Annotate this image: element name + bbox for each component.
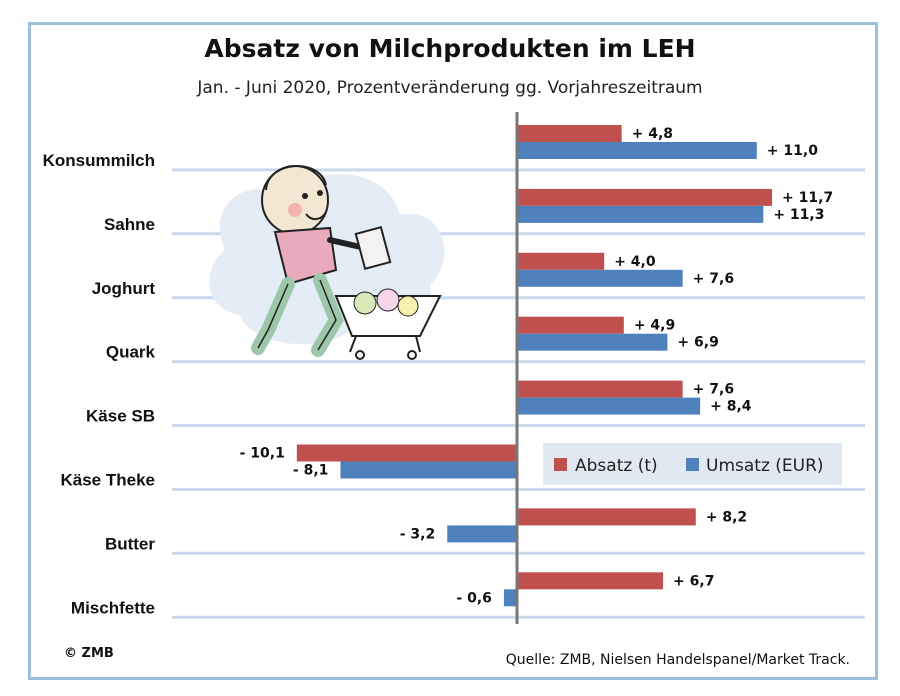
- category-label: Konsummilch: [43, 151, 155, 170]
- bar-umsatz: [503, 589, 517, 607]
- bar-absatz: [517, 508, 696, 526]
- data-label: + 11,3: [773, 207, 824, 223]
- bar-umsatz: [447, 525, 517, 543]
- legend-label-umsatz: Umsatz (EUR): [706, 456, 824, 476]
- data-label: - 10,1: [240, 446, 285, 462]
- bar-umsatz: [340, 461, 517, 479]
- category-label: Käse SB: [86, 407, 155, 426]
- data-label: - 3,2: [400, 526, 436, 542]
- bar-umsatz: [517, 397, 701, 415]
- legend-swatch-absatz: [554, 458, 567, 471]
- bar-absatz: [517, 125, 622, 142]
- data-label: + 6,7: [673, 573, 714, 589]
- bar-umsatz: [517, 142, 757, 159]
- bar-absatz: [517, 316, 624, 334]
- data-label: + 4,0: [614, 254, 656, 270]
- data-label: + 7,6: [693, 271, 734, 287]
- category-label: Joghurt: [92, 279, 156, 298]
- category-label: Butter: [105, 534, 155, 553]
- data-label: + 6,9: [677, 335, 718, 351]
- bar-absatz: [517, 380, 683, 398]
- data-label: - 0,6: [456, 590, 492, 606]
- bar-umsatz: [517, 205, 764, 223]
- bar-absatz: [517, 572, 664, 590]
- source-label: Quelle: ZMB, Nielsen Handelspanel/Market…: [505, 652, 850, 668]
- data-label: + 4,9: [634, 318, 675, 334]
- category-label: Käse Theke: [61, 471, 156, 490]
- category-label: Sahne: [104, 215, 155, 234]
- chart-frame: [28, 22, 878, 680]
- legend: Absatz (t) Umsatz (EUR): [543, 443, 842, 485]
- chart-subtitle: Jan. - Juni 2020, Prozentveränderung gg.…: [197, 78, 703, 98]
- bars: Konsummilch + 4,8 + 11,0 Sahne + 11,7+ 11,3 J…: [43, 125, 833, 617]
- category-label: Mischfette: [71, 598, 155, 617]
- data-label: + 8,4: [710, 399, 752, 415]
- bar-umsatz: [517, 269, 683, 287]
- bar-umsatz: [517, 333, 668, 351]
- bar-absatz: [296, 444, 517, 462]
- copyright-label: © ZMB: [64, 646, 114, 661]
- data-label: + 7,6: [693, 382, 734, 398]
- chart-title: Absatz von Milchprodukten im LEH: [204, 34, 696, 63]
- data-label: + 11,0: [767, 143, 818, 159]
- bar-absatz: [517, 188, 773, 206]
- category-label: Quark: [106, 343, 156, 362]
- legend-swatch-umsatz: [686, 458, 699, 471]
- shopper-with-cart-icon: [209, 165, 445, 360]
- bar-absatz: [517, 252, 605, 270]
- data-label: + 8,2: [706, 509, 747, 525]
- data-label: - 8,1: [293, 463, 329, 479]
- data-label: + 4,8: [632, 126, 673, 142]
- data-label: + 11,7: [782, 190, 833, 206]
- legend-label-absatz: Absatz (t): [575, 456, 658, 476]
